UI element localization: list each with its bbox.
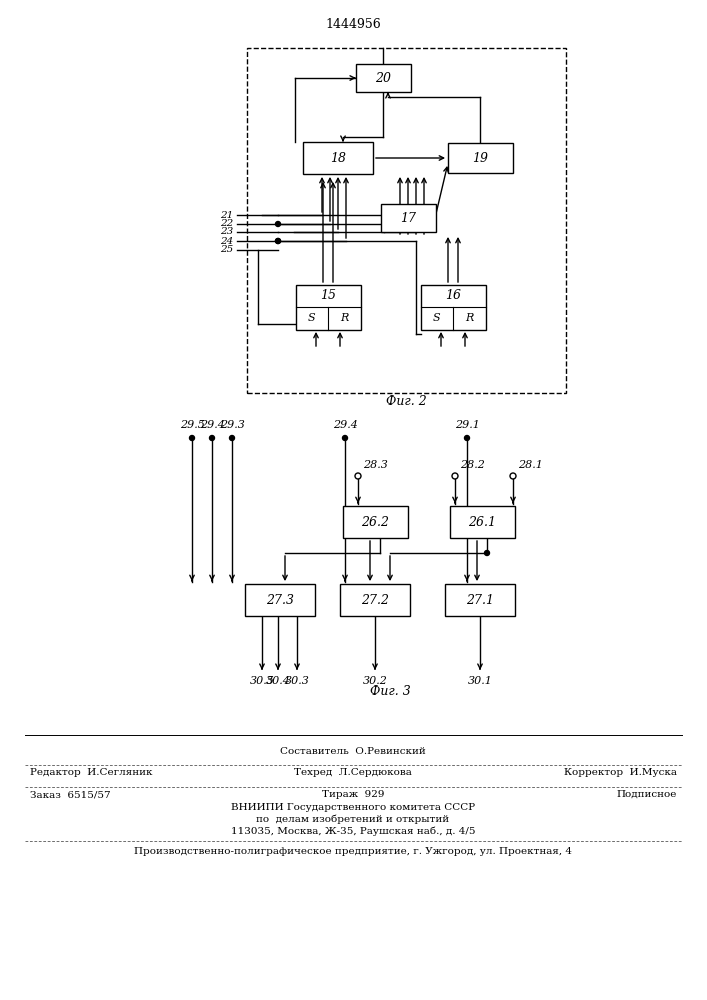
Text: 26.1: 26.1 xyxy=(468,516,496,528)
Text: 15: 15 xyxy=(320,289,336,302)
Text: 30.3: 30.3 xyxy=(284,676,310,686)
Text: Подписное: Подписное xyxy=(617,790,677,799)
Text: Корректор  И.Муска: Корректор И.Муска xyxy=(564,768,677,777)
Bar xyxy=(380,204,436,232)
Text: 29.5: 29.5 xyxy=(180,420,204,430)
Text: 27.3: 27.3 xyxy=(266,593,294,606)
Circle shape xyxy=(276,238,281,243)
Text: 28.3: 28.3 xyxy=(363,460,388,470)
Text: S: S xyxy=(308,313,315,323)
Text: Тираж  929: Тираж 929 xyxy=(322,790,384,799)
Text: 113035, Москва, Ж-35, Раушская наб., д. 4/5: 113035, Москва, Ж-35, Раушская наб., д. … xyxy=(230,827,475,836)
Text: 27.2: 27.2 xyxy=(361,593,389,606)
Bar xyxy=(445,584,515,616)
Text: 1444956: 1444956 xyxy=(325,18,381,31)
Text: 28.1: 28.1 xyxy=(518,460,543,470)
Text: 17: 17 xyxy=(400,212,416,225)
Text: 22: 22 xyxy=(220,220,233,229)
Text: Фиг. 2: Фиг. 2 xyxy=(385,395,426,408)
Text: 20: 20 xyxy=(375,72,391,85)
Text: 29.4: 29.4 xyxy=(199,420,224,430)
Circle shape xyxy=(209,436,214,440)
Text: 19: 19 xyxy=(472,151,488,164)
Text: 23: 23 xyxy=(220,228,233,236)
Text: 27.1: 27.1 xyxy=(466,593,494,606)
Circle shape xyxy=(276,238,281,243)
Text: Производственно-полиграфическое предприятие, г. Ужгород, ул. Проектная, 4: Производственно-полиграфическое предприя… xyxy=(134,847,572,856)
Bar xyxy=(356,64,411,92)
Circle shape xyxy=(484,550,489,556)
Circle shape xyxy=(342,436,348,440)
Bar xyxy=(342,506,407,538)
Text: 30.4: 30.4 xyxy=(266,676,291,686)
Text: Редактор  И.Сегляник: Редактор И.Сегляник xyxy=(30,768,153,777)
Bar xyxy=(296,284,361,330)
Text: ВНИИПИ Государственного комитета СССР: ВНИИПИ Государственного комитета СССР xyxy=(231,803,475,812)
Text: 18: 18 xyxy=(330,151,346,164)
Text: S: S xyxy=(433,313,440,323)
Text: 29.4: 29.4 xyxy=(332,420,358,430)
Circle shape xyxy=(464,436,469,440)
Circle shape xyxy=(230,436,235,440)
Text: 25: 25 xyxy=(220,245,233,254)
Bar xyxy=(340,584,410,616)
Text: 16: 16 xyxy=(445,289,461,302)
Text: R: R xyxy=(340,313,349,323)
Text: Фиг. 3: Фиг. 3 xyxy=(370,685,410,698)
Text: 30.2: 30.2 xyxy=(363,676,387,686)
Text: 26.2: 26.2 xyxy=(361,516,389,528)
Bar xyxy=(448,143,513,173)
Text: 29.3: 29.3 xyxy=(220,420,245,430)
Text: Составитель  О.Ревинский: Составитель О.Ревинский xyxy=(280,747,426,756)
Text: R: R xyxy=(465,313,474,323)
Text: 28.2: 28.2 xyxy=(460,460,485,470)
Text: по  делам изобретений и открытий: по делам изобретений и открытий xyxy=(257,815,450,824)
Bar xyxy=(421,284,486,330)
Text: 30.5: 30.5 xyxy=(250,676,274,686)
Text: Техред  Л.Сердюкова: Техред Л.Сердюкова xyxy=(294,768,412,777)
Text: 24: 24 xyxy=(220,236,233,245)
Text: 30.1: 30.1 xyxy=(467,676,493,686)
Bar xyxy=(247,48,566,393)
Text: 21: 21 xyxy=(220,211,233,220)
Text: 29.1: 29.1 xyxy=(455,420,479,430)
Bar xyxy=(450,506,515,538)
Circle shape xyxy=(189,436,194,440)
Bar xyxy=(245,584,315,616)
Circle shape xyxy=(276,222,281,227)
Bar xyxy=(303,142,373,174)
Text: Заказ  6515/57: Заказ 6515/57 xyxy=(30,790,110,799)
